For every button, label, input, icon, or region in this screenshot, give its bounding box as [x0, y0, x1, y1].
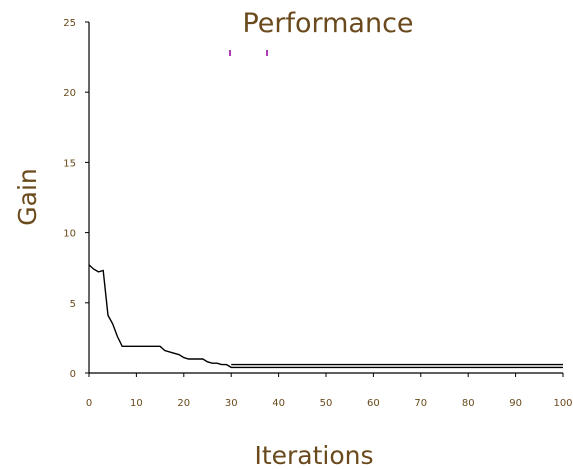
- legend-marker-1: [229, 50, 231, 56]
- y-tick-label: 25: [63, 18, 76, 29]
- y-tick-label: 20: [63, 88, 76, 99]
- y-axis-ticks: 0 5 10 15 20 25: [63, 18, 89, 380]
- x-tick-label: 0: [86, 398, 92, 409]
- y-axis-label: Gain: [13, 168, 42, 225]
- x-tick-label: 40: [272, 398, 285, 409]
- x-tick-label: 10: [130, 398, 143, 409]
- x-axis-ticks: 0 10 20 30 40 50 60 70 80 90 100: [86, 373, 573, 409]
- x-tick-label: 100: [553, 398, 572, 409]
- y-tick-label: 15: [63, 158, 76, 169]
- x-tick-label: 20: [177, 398, 190, 409]
- series-lines: [88, 264, 563, 369]
- y-tick-label: 5: [70, 299, 76, 310]
- legend-marker-2: [266, 50, 268, 56]
- x-tick-label: 50: [320, 398, 333, 409]
- x-tick-label: 80: [462, 398, 475, 409]
- series-line-1: [88, 264, 563, 369]
- x-tick-label: 30: [225, 398, 238, 409]
- x-tick-label: 90: [509, 398, 522, 409]
- legend: [229, 50, 268, 56]
- x-tick-label: 70: [414, 398, 427, 409]
- x-tick-label: 60: [367, 398, 380, 409]
- y-tick-label: 0: [70, 369, 76, 380]
- y-tick-label: 10: [63, 229, 76, 240]
- chart-title: Performance: [242, 8, 413, 39]
- axes: [88, 22, 563, 374]
- x-axis-label: Iterations: [254, 441, 373, 469]
